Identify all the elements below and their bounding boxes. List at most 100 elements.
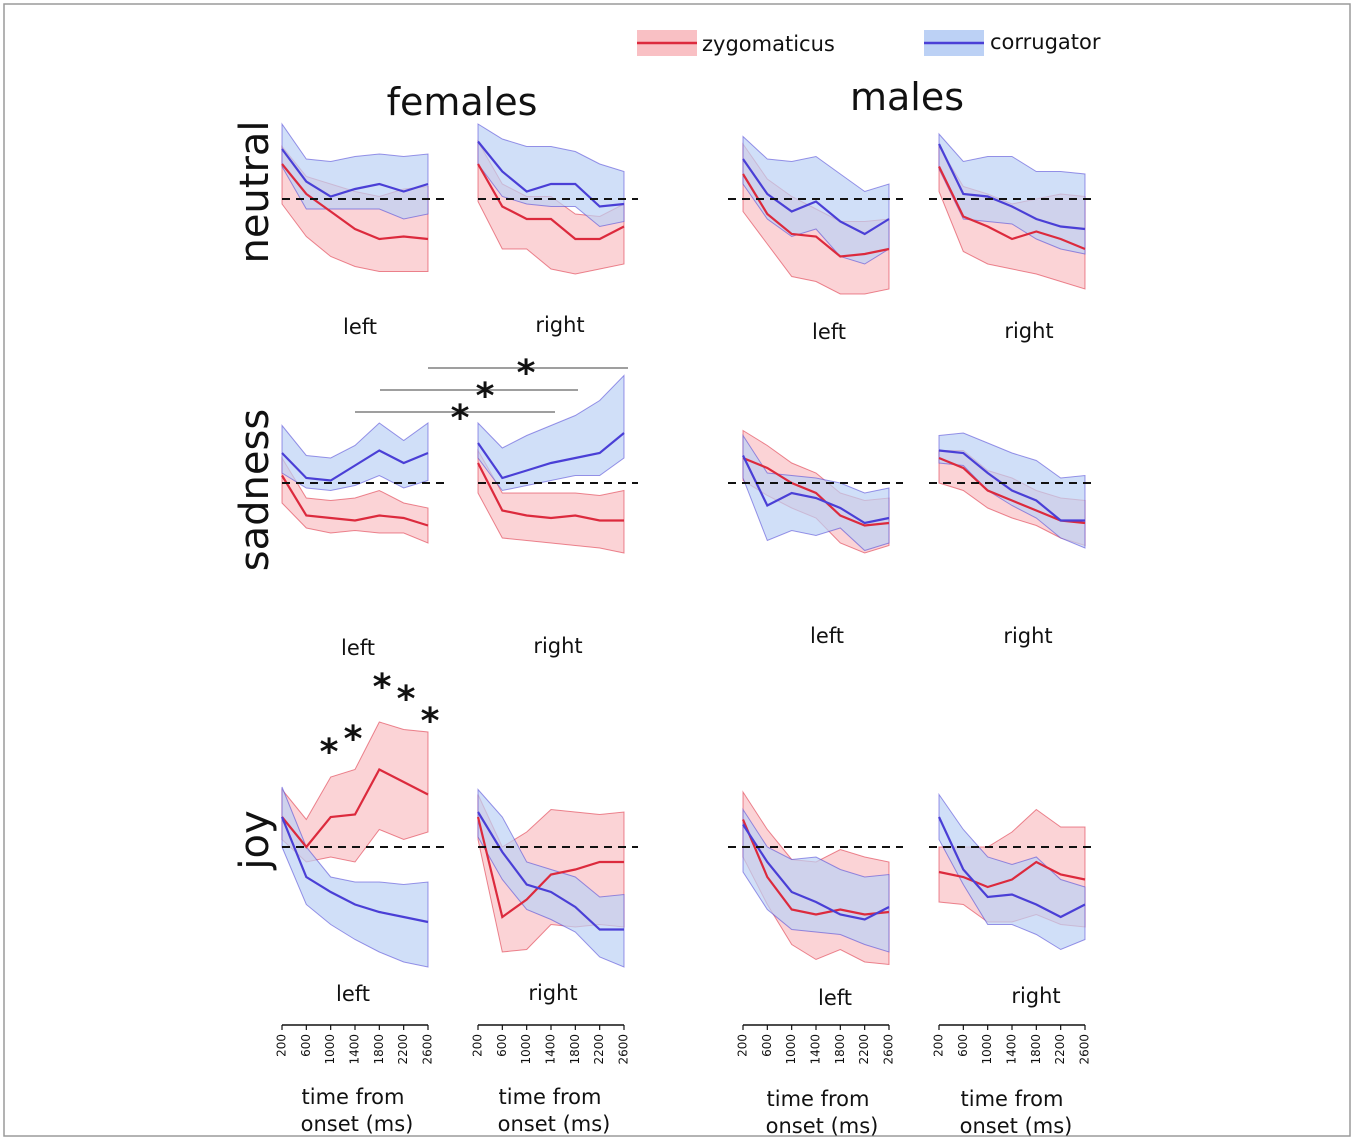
- legend-label-zygomaticus: zygomaticus: [702, 32, 835, 56]
- axis-tick-label: 2600: [617, 1034, 631, 1065]
- x-axis-title-line1: time from: [302, 1085, 405, 1109]
- axis-tick-label: 1400: [544, 1034, 558, 1065]
- side-label: left: [810, 624, 844, 648]
- significance-star: *: [373, 667, 392, 708]
- axis-tick-label: 2600: [882, 1034, 896, 1065]
- axis-tick-label: 2600: [1078, 1034, 1092, 1065]
- side-label: left: [812, 320, 846, 344]
- axis-tick-label: 1800: [568, 1034, 582, 1065]
- corrugator-mean-line: [938, 143, 1086, 231]
- time-axis-females-right: 200 600 1000 1400 1800 2200 2600: [471, 1024, 631, 1065]
- axis-tick-label: 1400: [348, 1034, 362, 1065]
- significance-brackets: * * *: [355, 353, 628, 439]
- axis-tick-label: 1400: [1005, 1034, 1019, 1065]
- axis-tick-label: 1000: [980, 1034, 994, 1065]
- axis-tick-label: 600: [495, 1034, 509, 1057]
- zygomaticus-mean-line: [281, 474, 429, 527]
- corrugator-mean-line: [281, 449, 429, 482]
- side-labels: left right left right left right left ri…: [336, 313, 1061, 1010]
- panel-males-joy-left: [728, 790, 903, 966]
- corrugator-confidence-band: [281, 786, 429, 968]
- side-label: right: [535, 313, 584, 337]
- corrugator-mean-line: [477, 811, 624, 931]
- axis-tick-label: 1400: [809, 1034, 823, 1065]
- x-axis-titles: time from onset (ms) time from onset (ms…: [301, 1085, 1073, 1138]
- significance-star: *: [397, 679, 416, 720]
- zygomaticus-confidence-band: [477, 448, 625, 554]
- zygomaticus-mean-line: [281, 768, 429, 849]
- zygomaticus-mean-line: [742, 456, 890, 527]
- legend-label-corrugator: corrugator: [990, 30, 1101, 54]
- zygomaticus-mean-line: [477, 462, 624, 522]
- zygomaticus-mean-line: [741, 819, 890, 916]
- axis-tick-label: 2600: [421, 1034, 435, 1065]
- panel-males-neutral-right: [929, 132, 1097, 290]
- axis-tick-label: 600: [299, 1034, 313, 1057]
- side-label: left: [818, 986, 852, 1010]
- side-label: left: [336, 982, 370, 1006]
- axis-tick-label: 200: [471, 1034, 485, 1057]
- x-axis-title-line2: onset (ms): [301, 1112, 414, 1136]
- panel-males-sadness-left: [728, 429, 903, 554]
- x-axis-title-line2: onset (ms): [766, 1114, 879, 1138]
- corrugator-mean-line: [742, 455, 890, 525]
- x-axis-title-line1: time from: [499, 1085, 602, 1109]
- side-label: right: [528, 981, 577, 1005]
- panels: [280, 122, 1097, 968]
- panel-males-joy-right: [929, 792, 1097, 951]
- time-axis-males-right: 200 600 1000 1400 1800 2200 2600: [932, 1024, 1092, 1065]
- side-label: right: [533, 634, 582, 658]
- panel-females-neutral-left: [281, 122, 444, 272]
- zygomaticus-mean-line: [477, 163, 625, 241]
- time-axis-females-left: 200 600 1000 1400 1800 2200 2600: [275, 1024, 435, 1065]
- axis-tick-label: 1000: [519, 1034, 533, 1065]
- zygomaticus-mean-line: [742, 173, 890, 258]
- axis-tick-label: 600: [760, 1034, 774, 1057]
- zygomaticus-mean-line: [938, 166, 1086, 251]
- panel-females-neutral-right: [477, 123, 638, 275]
- axis-tick-label: 200: [932, 1034, 946, 1057]
- corrugator-mean-line: [742, 823, 890, 921]
- corrugator-mean-line: [742, 158, 890, 236]
- significance-star: *: [517, 353, 536, 394]
- side-label: right: [1011, 984, 1060, 1008]
- side-label: right: [1004, 319, 1053, 343]
- axis-tick-label: 2200: [592, 1034, 606, 1065]
- corrugator-mean-line: [938, 816, 1086, 919]
- corrugator-confidence-band: [281, 122, 429, 220]
- axis-tick-label: 1800: [1029, 1034, 1043, 1065]
- legend: zygomaticus corrugator: [637, 30, 1101, 56]
- significance-star: *: [476, 376, 495, 417]
- corrugator-mean-line: [281, 148, 429, 198]
- corrugator-mean-line: [938, 449, 1085, 522]
- significance-star: *: [344, 719, 363, 760]
- corrugator-confidence-band: [281, 422, 429, 492]
- column-header-females: females: [387, 80, 538, 124]
- x-axis-title-line2: onset (ms): [960, 1114, 1073, 1138]
- axis-tick-label: 1000: [323, 1034, 337, 1065]
- row-header-sadness: sadness: [232, 409, 278, 571]
- x-axis-title-line1: time from: [767, 1087, 870, 1111]
- significance-star: *: [451, 398, 470, 439]
- x-axis-title-line1: time from: [961, 1087, 1064, 1111]
- axis-tick-label: 2200: [396, 1034, 410, 1065]
- significance-star: *: [320, 732, 339, 773]
- figure-border: [3, 3, 1351, 1137]
- row-header-neutral: neutral: [232, 120, 278, 263]
- panel-females-sadness-right: [477, 374, 638, 554]
- side-label: right: [1003, 624, 1052, 648]
- axis-tick-label: 1800: [372, 1034, 386, 1065]
- axis-tick-label: 1800: [833, 1034, 847, 1065]
- axis-tick-label: 200: [275, 1034, 289, 1057]
- panel-females-joy-right: [476, 788, 638, 968]
- row-header-joy: joy: [232, 810, 278, 870]
- axis-tick-label: 200: [736, 1034, 750, 1057]
- side-label: left: [343, 315, 377, 339]
- axis-tick-label: 600: [956, 1034, 970, 1057]
- corrugator-confidence-band: [477, 788, 625, 968]
- time-axis-males-left: 200 600 1000 1400 1800 2200 2600: [736, 1024, 896, 1065]
- corrugator-confidence-band: [477, 374, 625, 492]
- x-axis-title-line2: onset (ms): [498, 1112, 611, 1136]
